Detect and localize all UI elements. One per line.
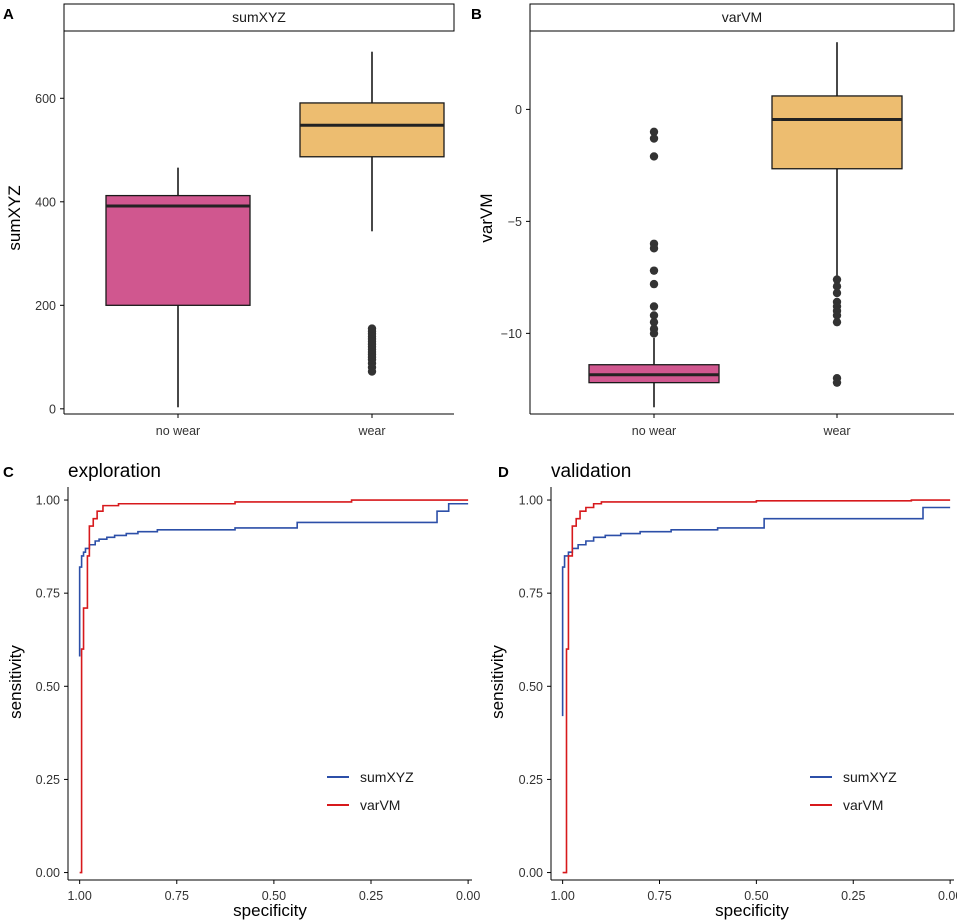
panel-title-c: exploration — [68, 461, 161, 482]
roc-lines-d — [561, 499, 951, 874]
y-tick-label: 400 — [35, 195, 56, 209]
y-ticks-c: 0.00 0.25 0.50 0.75 1.00 — [36, 494, 68, 880]
outlier-point — [367, 324, 377, 333]
y-tick-label: 0.25 — [519, 773, 543, 787]
x-tick-label: 0.25 — [359, 889, 383, 903]
x-tick-label: 0.00 — [456, 889, 480, 903]
roc-lines-c — [78, 499, 469, 874]
panel-c-exploration-roc: C exploration sensitivity specificity 0.… — [3, 461, 480, 920]
x-tick-label: 0.75 — [647, 889, 671, 903]
outlier-point — [649, 279, 659, 289]
strip-header-b — [529, 3, 955, 32]
panel-tag-d: D — [498, 464, 509, 481]
y-tick-label: 0.75 — [36, 587, 60, 601]
outlier-point — [832, 275, 842, 284]
x-ticks-a: no wear wear — [156, 414, 386, 438]
x-tick-label: no wear — [632, 424, 676, 438]
y-tick-label: 0.75 — [519, 587, 543, 601]
box-iqr — [771, 95, 903, 170]
legend-label-sumxyz-c: sumXYZ — [360, 769, 414, 785]
panel-tag-a: A — [3, 6, 14, 23]
x-tick-label: 0.25 — [841, 889, 865, 903]
panel-title-d: validation — [551, 461, 631, 482]
outlier-point — [649, 311, 659, 320]
roc-line-varvm — [562, 499, 951, 874]
y-tick-label: 0.50 — [519, 680, 543, 694]
boxes-a — [105, 51, 445, 408]
roc-line-varvm — [79, 499, 469, 874]
outlier-point — [649, 134, 659, 143]
x-axis-title-d: specificity — [715, 901, 789, 920]
y-axis-title-c: sensitivity — [6, 645, 25, 719]
legend-label-sumxyz-d: sumXYZ — [843, 769, 897, 785]
outlier-point — [832, 282, 842, 291]
panel-d-validation-roc: D validation sensitivity specificity 0.0… — [488, 461, 957, 920]
outlier-point — [832, 288, 842, 298]
x-tick-label: 0.50 — [262, 889, 286, 903]
x-tick-label: wear — [822, 424, 850, 438]
legend-label-varvm-c: varVM — [360, 797, 400, 813]
box-iqr — [105, 194, 251, 306]
y-tick-label: 1.00 — [36, 494, 60, 508]
boxes-b — [588, 42, 903, 408]
x-tick-label: 0.50 — [744, 889, 768, 903]
legend-d: sumXYZ varVM — [810, 769, 897, 813]
outlier-point — [832, 378, 842, 387]
outlier-point — [832, 317, 842, 327]
panel-a-sumxyz-boxplot: A sumXYZ sumXYZ 0 200 400 600 no wear wear — [3, 3, 455, 438]
x-ticks-c: 1.00 0.75 0.50 0.25 0.00 — [67, 880, 480, 903]
y-tick-label: 0 — [515, 103, 522, 117]
y-tick-label: −10 — [501, 327, 522, 341]
panel-tag-c: C — [3, 464, 14, 481]
outlier-point — [649, 152, 659, 161]
y-tick-label: 0 — [49, 402, 56, 416]
y-tick-label: 0.00 — [519, 866, 543, 880]
y-tick-label: 0.00 — [36, 866, 60, 880]
x-tick-label: wear — [357, 424, 385, 438]
roc-line-sumxyz — [78, 502, 469, 657]
x-axis-title-c: specificity — [233, 901, 307, 920]
y-ticks-b: 0 −5 −10 — [501, 103, 530, 341]
outlier-point — [649, 266, 659, 275]
y-tick-label: −5 — [508, 215, 522, 229]
y-tick-label: 1.00 — [519, 494, 543, 508]
box-iqr — [299, 102, 445, 158]
y-tick-label: 0.50 — [36, 680, 60, 694]
outlier-point — [649, 244, 659, 253]
x-tick-label: no wear — [156, 424, 200, 438]
outlier-point — [649, 317, 659, 327]
y-tick-label: 600 — [35, 92, 56, 106]
x-tick-label: 0.75 — [165, 889, 189, 903]
y-tick-label: 200 — [35, 299, 56, 313]
y-ticks-a: 0 200 400 600 — [35, 92, 64, 416]
roc-line-sumxyz — [561, 506, 951, 717]
legend-c: sumXYZ varVM — [327, 769, 414, 813]
y-tick-label: 0.25 — [36, 773, 60, 787]
y-axis-title-d: sensitivity — [488, 645, 507, 719]
legend-label-varvm-d: varVM — [843, 797, 883, 813]
x-tick-label: 1.00 — [67, 889, 91, 903]
y-axis-title-a: sumXYZ — [5, 185, 24, 250]
y-axis-title-b: varVM — [477, 193, 496, 242]
panel-tag-b: B — [471, 6, 482, 23]
x-tick-label: 0.00 — [938, 889, 957, 903]
outlier-point — [649, 127, 659, 136]
panel-b-varvm-boxplot: B varVM varVM 0 −5 −10 no wear wear — [471, 3, 955, 438]
x-tick-label: 1.00 — [550, 889, 574, 903]
outlier-point — [649, 302, 659, 311]
strip-header-a — [63, 3, 455, 32]
strip-label-b: varVM — [722, 9, 762, 25]
outlier-point — [649, 329, 659, 338]
y-ticks-d: 0.00 0.25 0.50 0.75 1.00 — [519, 494, 551, 880]
outlier-point — [832, 311, 842, 320]
x-ticks-d: 1.00 0.75 0.50 0.25 0.00 — [550, 880, 957, 903]
strip-label-a: sumXYZ — [232, 9, 286, 25]
x-ticks-b: no wear wear — [632, 414, 851, 438]
